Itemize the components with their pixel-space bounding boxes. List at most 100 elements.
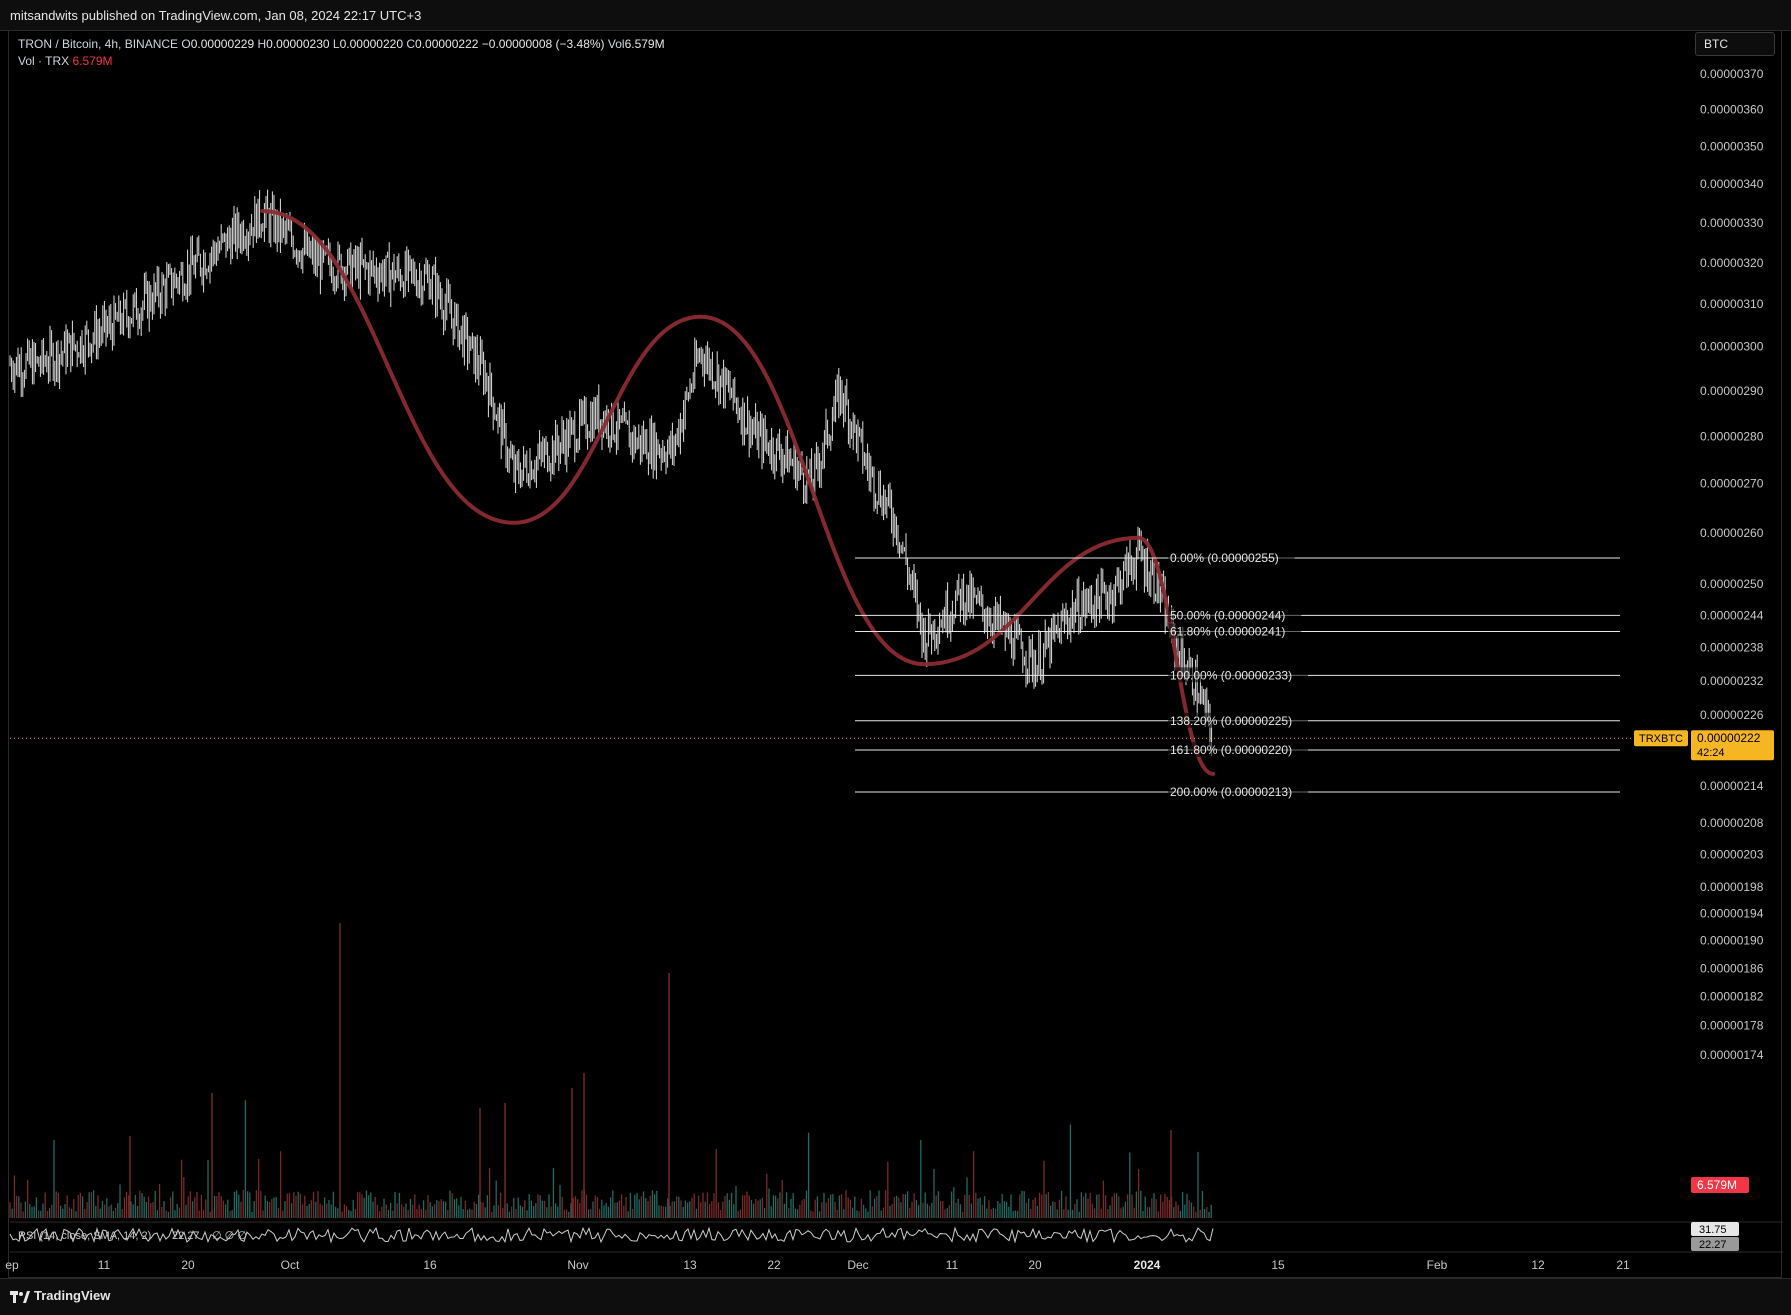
legend-close: 0.00000222: [415, 37, 479, 51]
price-axis-label: 0.00000238: [1700, 641, 1764, 655]
price-axis-label: 0.00000178: [1700, 1018, 1764, 1032]
fib-label-bg: [1168, 741, 1308, 757]
price-axis-label: 0.00000320: [1700, 256, 1764, 270]
legend-vol-label: Vol: [607, 37, 625, 51]
time-axis-label: Dec: [847, 1258, 868, 1272]
fibonacci-retracement[interactable]: 0.00% (0.00000255) 50.00% (0.00000244) 61.…: [855, 550, 1620, 800]
fib-level-label: 61.80% (0.00000241): [1170, 624, 1285, 638]
fib-level-label: 100.00% (0.00000233): [1170, 668, 1292, 682]
symbol-tag[interactable]: TRXBTC: [1639, 733, 1683, 745]
volume-bars: [9, 923, 1212, 1218]
volume-tag: 6.579M: [1697, 1178, 1737, 1192]
fib-level-label: 161.80% (0.00000220): [1170, 743, 1292, 757]
time-axis-label: ep: [5, 1258, 19, 1272]
price-axis-label: 0.00000370: [1700, 67, 1764, 81]
fib-label-bg: [1168, 623, 1302, 639]
rsi-label[interactable]: RSI (14, close, SMA, 14, 2): [18, 1230, 151, 1242]
publisher-caption: mitsandwits published on TradingView.com…: [10, 8, 422, 23]
last-price-tag: 0.00000222: [1697, 731, 1761, 745]
time-axis-label: 2024: [1134, 1258, 1161, 1272]
time-axis-label: 20: [1028, 1258, 1042, 1272]
chart-legend: TRON / Bitcoin, 4h, BINANCE O0.00000229 …: [18, 36, 665, 70]
fib-label-bg: [1168, 784, 1308, 800]
price-axis-label: 0.00000350: [1700, 139, 1764, 153]
price-axis-label: 0.00000174: [1700, 1048, 1764, 1062]
time-axis-label: Oct: [281, 1258, 300, 1272]
time-axis[interactable]: ep 11 20 Oct 16 Nov 13 22 Dec 11 20 2024 15 Feb 12 21: [5, 1258, 1630, 1272]
fib-label-bg: [1168, 607, 1302, 623]
time-axis-label: Feb: [1427, 1258, 1448, 1272]
price-axis-label: 0.00000270: [1700, 477, 1764, 491]
fib-level-label: 50.00% (0.00000244): [1170, 608, 1285, 622]
time-axis-label: 22: [767, 1258, 781, 1272]
rsi-tag-lower-bg: [1691, 1237, 1739, 1251]
price-axis-label: 0.00000260: [1700, 526, 1764, 540]
price-axis-label: 0.00000214: [1700, 779, 1764, 793]
chart-frame: [8, 30, 1782, 1278]
time-axis-label: 13: [683, 1258, 697, 1272]
time-axis-label: 11: [98, 1258, 111, 1272]
rsi-tag-upper: 31.75: [1699, 1224, 1727, 1236]
fib-label-bg: [1168, 667, 1308, 683]
price-pattern-curve[interactable]: [260, 208, 1216, 776]
price-axis-label: 0.00000330: [1700, 216, 1764, 230]
price-axis-label: 0.00000300: [1700, 340, 1764, 354]
time-axis-label: 12: [1531, 1258, 1545, 1272]
fib-label-bg: [1168, 550, 1295, 566]
time-axis-label: 16: [423, 1258, 437, 1272]
legend-c-label: C: [406, 37, 416, 51]
legend-h-label: H: [257, 37, 267, 51]
legend-change: −0.00000008 (−3.48%): [481, 37, 605, 51]
price-axis-label: 0.00000190: [1700, 934, 1764, 948]
legend-low: 0.00000220: [339, 37, 403, 51]
rsi-extra: ∅ ∅ ∅: [212, 1230, 247, 1242]
fib-level-label: 0.00% (0.00000255): [1170, 551, 1279, 565]
rsi-tag-upper-bg: [1691, 1222, 1739, 1236]
rsi-tag-lower: 22.27: [1699, 1239, 1727, 1251]
volume-tag-bg: [1691, 1177, 1749, 1193]
last-price-tag-bg: [1691, 730, 1774, 761]
volume-series-label[interactable]: Vol · TRX: [18, 54, 70, 68]
price-axis-label: 0.00000310: [1700, 297, 1764, 311]
price-axis-label: 0.00000226: [1700, 708, 1764, 722]
time-axis-label: Nov: [567, 1258, 588, 1272]
price-axis-label: 0.00000244: [1700, 608, 1764, 622]
fib-label-bg: [1168, 712, 1308, 728]
tradingview-logo-icon: [10, 1291, 30, 1303]
price-axis-label: 0.00000194: [1700, 907, 1764, 921]
legend-open: 0.00000229: [190, 37, 255, 51]
legend-volume: 6.579M: [624, 37, 665, 51]
legend-row-ohlc: TRON / Bitcoin, 4h, BINANCE O0.00000229 …: [18, 36, 665, 53]
price-axis-label: 0.00000182: [1700, 990, 1764, 1004]
tradingview-brand: TradingView: [34, 1288, 111, 1303]
price-axis-label: 0.00000250: [1700, 577, 1764, 591]
price-axis-label: 0.00000203: [1700, 848, 1764, 862]
time-axis-label: 15: [1271, 1258, 1285, 1272]
candles: [9, 189, 1213, 757]
price-axis[interactable]: 0.00000370 0.00000360 0.00000350 0.00000340…: [1700, 67, 1764, 1062]
volume-series-value: 6.579M: [72, 54, 113, 68]
fib-level-label: 200.00% (0.00000213): [1170, 785, 1292, 799]
price-axis-label: 0.00000290: [1700, 384, 1764, 398]
time-axis-label: 20: [181, 1258, 195, 1272]
price-axis-label: 0.00000198: [1700, 880, 1764, 894]
rsi-line: [9, 1226, 1214, 1244]
rsi-pane[interactable]: RSI (14, close, SMA, 14, 2) 22.27 ∅ ∅ ∅ 31.…: [9, 1221, 1783, 1253]
footer-bar: [0, 1278, 1791, 1315]
legend-o-label: O: [181, 37, 191, 51]
price-axis-label: 0.00000280: [1700, 429, 1764, 443]
legend-high: 0.00000230: [266, 37, 330, 51]
legend-symbol[interactable]: TRON / Bitcoin, 4h, BINANCE: [18, 37, 179, 51]
fib-level-label: 138.20% (0.00000225): [1170, 714, 1292, 728]
symbol-tag-bg: [1634, 730, 1688, 747]
rsi-value: 22.27: [172, 1230, 200, 1242]
price-axis-label: 0.00000360: [1700, 103, 1764, 117]
legend-l-label: L: [332, 37, 340, 51]
currency-button[interactable]: BTC: [1695, 32, 1775, 56]
price-axis-label: 0.00000186: [1700, 961, 1764, 975]
price-axis-label: 0.00000340: [1700, 177, 1764, 191]
time-axis-label: 21: [1616, 1258, 1630, 1272]
time-axis-label: 11: [946, 1258, 959, 1272]
price-axis-label: 0.00000232: [1700, 674, 1764, 688]
